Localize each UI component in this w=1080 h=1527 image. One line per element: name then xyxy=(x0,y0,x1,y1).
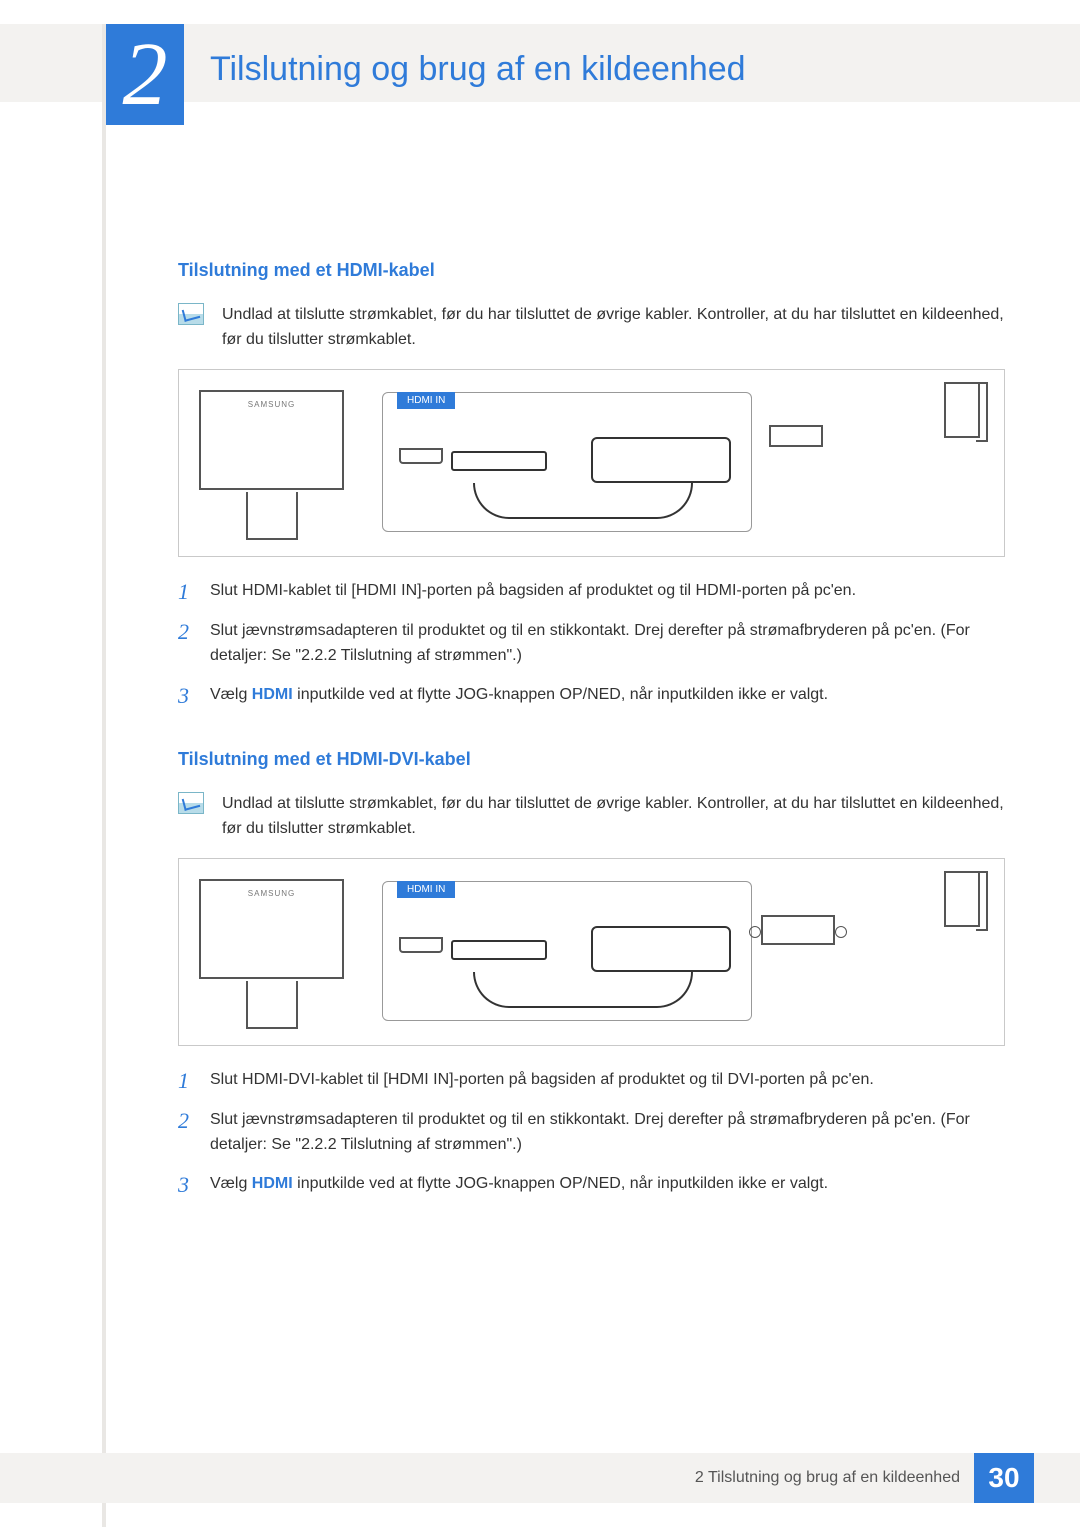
step-number: 3 xyxy=(178,683,196,709)
step-number: 1 xyxy=(178,579,196,605)
note-icon xyxy=(178,792,204,814)
cable-end-b-icon xyxy=(591,926,731,972)
monitor-icon: SAMSUNG xyxy=(199,879,344,979)
step-text: Slut jævnstrømsadapteren til produktet o… xyxy=(210,1108,1005,1158)
section2-note: Undlad at tilslutte strømkablet, før du … xyxy=(178,792,1005,842)
page-footer: 2 Tilslutning og brug af en kildeenhed 3… xyxy=(0,1453,1080,1503)
cable-wire-icon xyxy=(473,483,693,519)
pc-tower-icon xyxy=(944,382,980,438)
step-text-post: inputkilde ved at flytte JOG-knappen OP/… xyxy=(293,1175,828,1192)
cable-end-a-icon xyxy=(451,451,547,471)
chapter-number-box: 2 xyxy=(106,24,184,125)
step-item: 3 Vælg HDMI inputkilde ved at flytte JOG… xyxy=(178,1172,1005,1198)
section1-diagram: SAMSUNG HDMI IN xyxy=(178,369,1005,557)
step-number: 2 xyxy=(178,619,196,669)
section1-note-text: Undlad at tilslutte strømkablet, før du … xyxy=(222,303,1005,353)
section2-heading: Tilslutning med et HDMI-DVI-kabel xyxy=(178,749,1005,770)
left-margin-stripe xyxy=(102,24,106,1527)
hdmi-port-icon xyxy=(399,448,443,464)
pc-tower-icon xyxy=(944,871,980,927)
chapter-number: 2 xyxy=(123,30,168,120)
section2-note-text: Undlad at tilslutte strømkablet, før du … xyxy=(222,792,1005,842)
step-number: 3 xyxy=(178,1172,196,1198)
step-text: Vælg HDMI inputkilde ved at flytte JOG-k… xyxy=(210,1172,828,1198)
note-icon xyxy=(178,303,204,325)
pc-dvi-port-icon xyxy=(761,915,835,945)
cable-end-b-icon xyxy=(591,437,731,483)
step-text: Slut HDMI-kablet til [HDMI IN]-porten på… xyxy=(210,579,856,605)
step-keyword: HDMI xyxy=(252,1175,293,1192)
step-text: Slut jævnstrømsadapteren til produktet o… xyxy=(210,619,1005,669)
section2-diagram: SAMSUNG HDMI IN xyxy=(178,858,1005,1046)
step-item: 1 Slut HDMI-DVI-kablet til [HDMI IN]-por… xyxy=(178,1068,1005,1094)
section1-heading: Tilslutning med et HDMI-kabel xyxy=(178,260,1005,281)
footer-text: 2 Tilslutning og brug af en kildeenhed xyxy=(695,1469,974,1487)
chapter-title: Tilslutning og brug af en kildeenhed xyxy=(210,50,746,89)
section1-steps: 1 Slut HDMI-kablet til [HDMI IN]-porten … xyxy=(178,579,1005,709)
footer-page-number: 30 xyxy=(974,1453,1034,1503)
step-keyword: HDMI xyxy=(252,686,293,703)
port-panel: HDMI IN xyxy=(382,881,752,1021)
monitor-brand: SAMSUNG xyxy=(248,889,295,898)
cable-end-a-icon xyxy=(451,940,547,960)
step-text-post: inputkilde ved at flytte JOG-knappen OP/… xyxy=(293,686,828,703)
step-number: 2 xyxy=(178,1108,196,1158)
step-text: Vælg HDMI inputkilde ved at flytte JOG-k… xyxy=(210,683,828,709)
step-item: 1 Slut HDMI-kablet til [HDMI IN]-porten … xyxy=(178,579,1005,605)
cable-wire-icon xyxy=(473,972,693,1008)
section1-note: Undlad at tilslutte strømkablet, før du … xyxy=(178,303,1005,353)
step-text: Slut HDMI-DVI-kablet til [HDMI IN]-porte… xyxy=(210,1068,874,1094)
port-panel: HDMI IN xyxy=(382,392,752,532)
hdmi-port-icon xyxy=(399,937,443,953)
step-text-pre: Vælg xyxy=(210,686,252,703)
pc-hdmi-port-icon xyxy=(769,425,823,447)
step-item: 2 Slut jævnstrømsadapteren til produktet… xyxy=(178,619,1005,669)
monitor-brand: SAMSUNG xyxy=(248,400,295,409)
step-number: 1 xyxy=(178,1068,196,1094)
page-content: Tilslutning med et HDMI-kabel Undlad at … xyxy=(178,260,1005,1238)
step-text-pre: Vælg xyxy=(210,1175,252,1192)
monitor-icon: SAMSUNG xyxy=(199,390,344,490)
port-label: HDMI IN xyxy=(397,392,455,409)
step-item: 2 Slut jævnstrømsadapteren til produktet… xyxy=(178,1108,1005,1158)
step-item: 3 Vælg HDMI inputkilde ved at flytte JOG… xyxy=(178,683,1005,709)
port-label: HDMI IN xyxy=(397,881,455,898)
section2-steps: 1 Slut HDMI-DVI-kablet til [HDMI IN]-por… xyxy=(178,1068,1005,1198)
